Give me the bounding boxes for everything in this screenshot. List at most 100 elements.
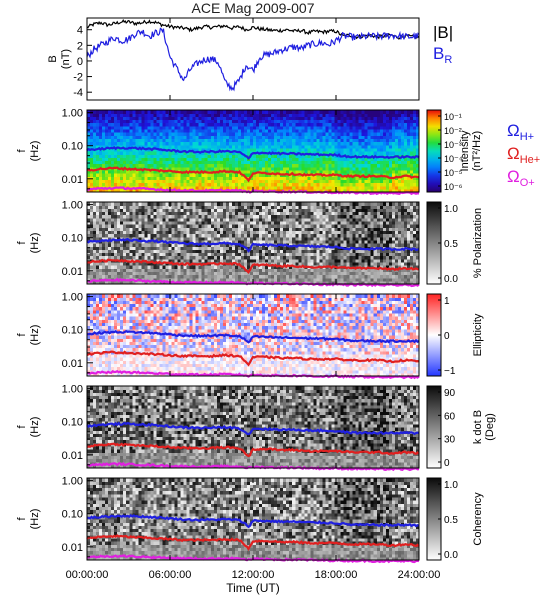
heatmap-cell — [400, 113, 405, 117]
heatmap-cell — [289, 274, 293, 279]
heatmap-cell — [292, 214, 296, 219]
heatmap-cell — [192, 265, 197, 269]
heatmap-cell — [301, 169, 305, 174]
heatmap-cell — [268, 268, 272, 272]
heatmap-cell — [243, 185, 248, 190]
heatmap-cell — [222, 217, 227, 222]
heatmap-cell — [358, 135, 363, 139]
heatmap-cell — [108, 230, 112, 235]
heatmap-cell — [283, 141, 287, 146]
heatmap-cell — [195, 255, 200, 260]
heatmap-cell — [138, 274, 142, 279]
heatmap-cell — [174, 205, 179, 209]
heatmap-cell — [271, 135, 275, 139]
heatmap-cell — [165, 173, 170, 177]
heatmap-cell — [87, 243, 91, 247]
heatmap-cell — [301, 113, 305, 117]
heatmap-cell — [322, 239, 327, 244]
heatmap-cell — [192, 144, 197, 149]
heatmap-cell — [259, 233, 263, 238]
heatmap-cell — [90, 182, 94, 187]
heatmap-cell — [367, 147, 372, 152]
heatmap-cell — [298, 239, 302, 244]
heatmap-cell — [213, 258, 218, 263]
heatmap-cell — [114, 233, 118, 238]
heatmap-cell — [301, 110, 305, 114]
heatmap-cell — [138, 227, 142, 231]
heatmap-cell — [165, 268, 170, 272]
heatmap-cell — [132, 227, 136, 231]
heatmap-cell — [243, 169, 248, 174]
heatmap-cell — [159, 236, 164, 241]
heatmap-cell — [385, 173, 390, 177]
heatmap-cell — [216, 258, 221, 263]
heatmap-cell — [271, 249, 275, 254]
heatmap-cell — [349, 125, 354, 130]
heatmap-cell — [253, 110, 257, 114]
heatmap-cell — [117, 122, 121, 127]
heatmap-cell — [87, 125, 91, 130]
intensity-colorbar-tick-label: 10⁻⁶ — [444, 182, 463, 192]
heatmap-cell — [322, 176, 327, 180]
heatmap-cell — [144, 249, 148, 254]
heatmap-cell — [222, 122, 227, 127]
heatmap-cell — [319, 246, 324, 250]
heatmap-cell — [180, 268, 185, 272]
heatmap-cell — [415, 185, 420, 190]
heatmap-cell — [129, 169, 133, 174]
heatmap-cell — [286, 157, 290, 162]
heatmap-cell — [394, 151, 399, 155]
heatmap-cell — [96, 208, 100, 213]
heatmap-cell — [280, 233, 284, 238]
heatmap-cell — [337, 119, 342, 124]
heatmap-cell — [271, 132, 275, 136]
heatmap-cell — [123, 230, 127, 235]
heatmap-cell — [171, 265, 176, 269]
heatmap-cell — [361, 163, 366, 168]
heatmap-cell — [361, 169, 366, 174]
heatmap-cell — [256, 135, 260, 139]
heatmap-cell — [198, 154, 203, 158]
heatmap-cell — [259, 157, 263, 162]
heatmap-cell — [237, 185, 242, 190]
heatmap-cell — [274, 202, 278, 206]
heatmap-cell — [225, 239, 230, 244]
heatmap-cell — [243, 217, 248, 222]
heatmap-cell — [186, 166, 191, 171]
heatmap-cell — [361, 110, 366, 114]
heatmap-cell — [228, 185, 233, 190]
heatmap-cell — [385, 113, 390, 117]
heatmap-cell — [198, 239, 203, 244]
heatmap-cell — [180, 135, 185, 139]
heatmap-cell — [192, 202, 197, 206]
heatmap-cell — [183, 185, 188, 190]
heatmap-cell — [159, 141, 164, 146]
heatmap-cell — [237, 205, 242, 209]
heatmap-cell — [120, 202, 124, 206]
heatmap-cell — [256, 125, 260, 130]
heatmap-cell — [156, 258, 161, 263]
heatmap-cell — [87, 274, 91, 279]
heatmap-cell — [307, 122, 311, 127]
heatmap-cell — [225, 208, 230, 213]
heatmap-cell — [310, 255, 314, 260]
heatmap-cell — [307, 239, 311, 244]
legend-omega-Heplus: ΩHe+ — [507, 144, 540, 166]
heatmap-cell — [186, 179, 191, 184]
heatmap-cell — [352, 138, 357, 143]
heatmap-cell — [174, 119, 179, 124]
heatmap-cell — [168, 176, 173, 180]
heatmap-cell — [349, 138, 354, 143]
heatmap-cell — [153, 122, 158, 127]
heatmap-cell — [406, 113, 411, 117]
heatmap-cell — [171, 144, 176, 149]
heatmap-cell — [225, 202, 230, 206]
heatmap-cell — [144, 274, 148, 279]
heatmap-cell — [90, 179, 94, 184]
heatmap-cell — [138, 271, 142, 276]
heatmap-cell — [298, 160, 302, 165]
heatmap-cell — [114, 239, 118, 244]
heatmap-cell — [304, 144, 308, 149]
heatmap-cell — [150, 122, 154, 127]
heatmap-cell — [301, 157, 305, 162]
